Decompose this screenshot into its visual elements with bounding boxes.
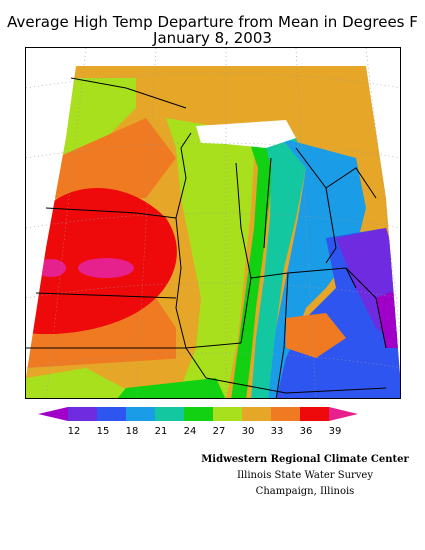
- legend-tick: 18: [125, 426, 139, 437]
- legend-arrow-high: [329, 407, 358, 421]
- legend-swatch: [155, 407, 184, 421]
- legend-tick: 21: [154, 426, 168, 437]
- legend-swatch: [126, 407, 155, 421]
- legend-swatch: [97, 407, 126, 421]
- legend-swatch: [184, 407, 213, 421]
- legend-swatch: [300, 407, 329, 421]
- legend-tick: 12: [67, 426, 81, 437]
- map-title: Average High Temp Departure from Mean in…: [7, 13, 418, 31]
- color-legend: [38, 407, 358, 421]
- temperature-map: [25, 47, 401, 399]
- map-date: January 8, 2003: [153, 29, 272, 47]
- legend-tick: 30: [241, 426, 255, 437]
- legend-tick: 33: [270, 426, 284, 437]
- credit-survey: Illinois State Water Survey: [236, 470, 373, 481]
- legend-tick: 36: [299, 426, 313, 437]
- legend-swatch: [242, 407, 271, 421]
- legend-tick: 24: [183, 426, 197, 437]
- legend-tick: 15: [96, 426, 110, 437]
- credit-location: Champaign, Illinois: [255, 486, 355, 497]
- legend-tick: 27: [212, 426, 226, 437]
- credit-center: Midwestern Regional Climate Center: [201, 454, 409, 465]
- legend-swatch: [68, 407, 97, 421]
- legend-tick: 39: [328, 426, 342, 437]
- temperature-map-graphic: [26, 48, 400, 398]
- legend-arrow-low: [38, 407, 68, 421]
- legend-swatch: [213, 407, 242, 421]
- legend-swatch: [271, 407, 300, 421]
